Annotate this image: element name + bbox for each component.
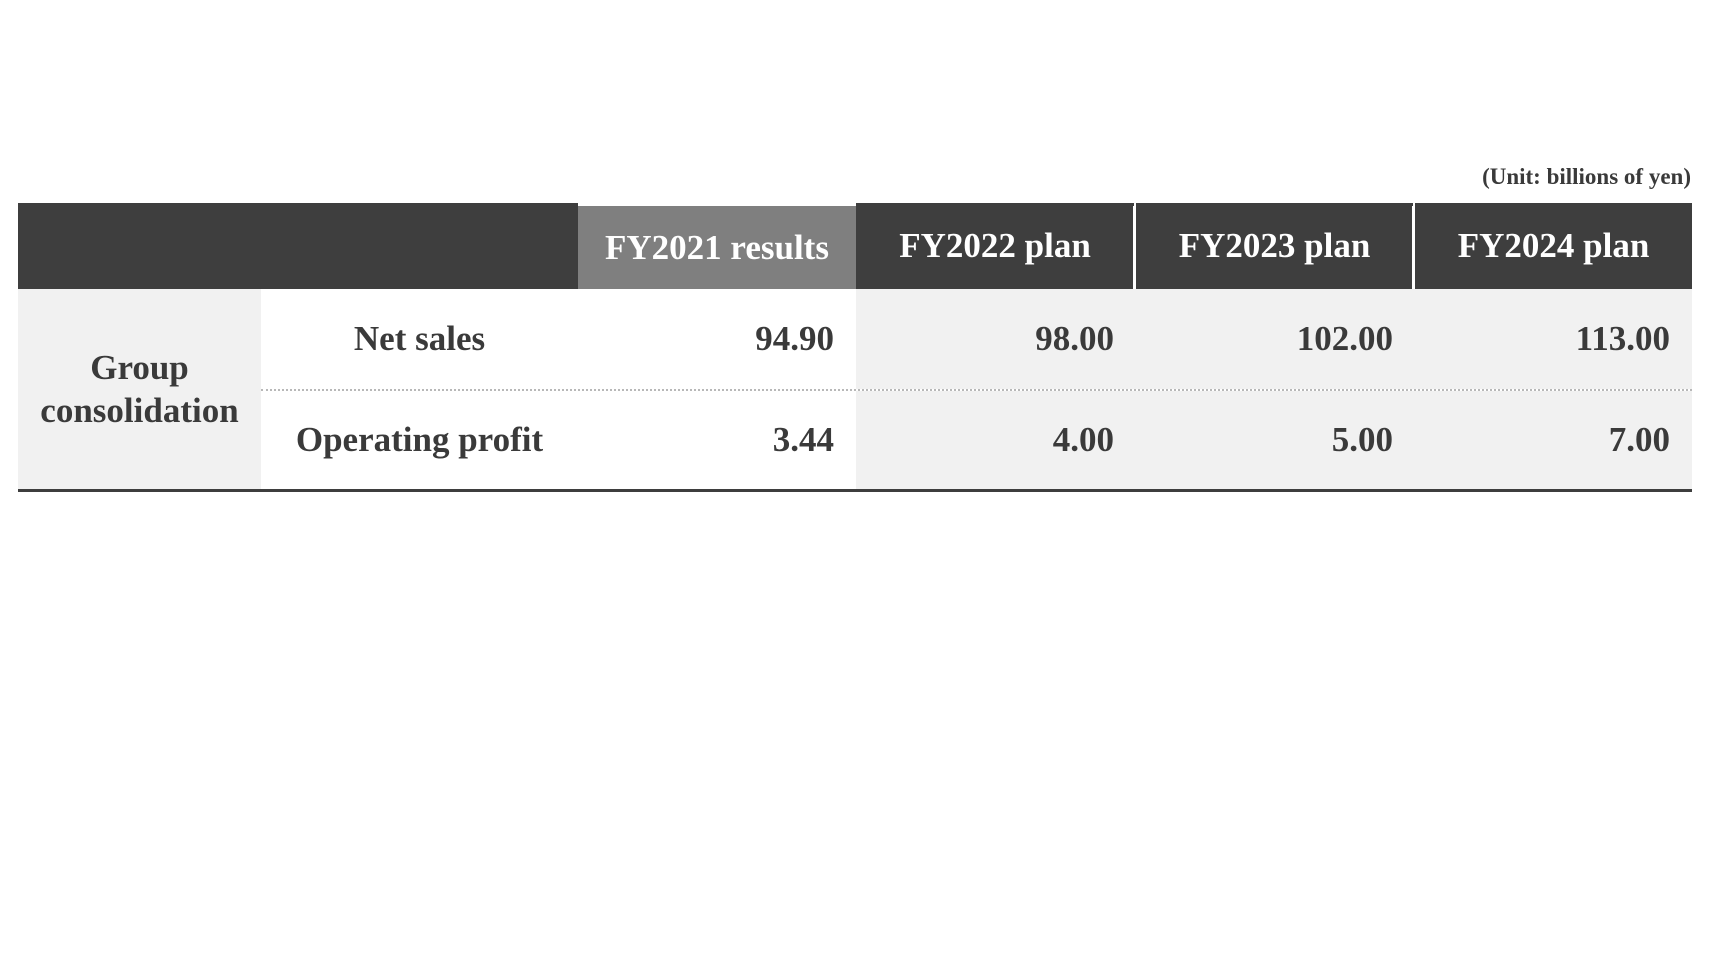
- table-cell: 3.44: [578, 391, 856, 489]
- table-bottom-border: [18, 489, 1692, 492]
- financial-plan-table: FY2021 results FY2022 plan FY2023 plan F…: [18, 203, 1692, 492]
- column-header-fy2021-results: FY2021 results: [578, 206, 856, 289]
- header-blank-cell: [18, 203, 578, 289]
- header-separator: [1412, 206, 1415, 289]
- table-cell: 4.00: [856, 391, 1136, 489]
- unit-note: (Unit: billions of yen): [1482, 164, 1691, 189]
- column-header-fy2023-plan: FY2023 plan: [1136, 203, 1413, 289]
- table-cell: 102.00: [1136, 289, 1415, 389]
- table-cell: 113.00: [1415, 289, 1692, 389]
- header-separator: [1133, 206, 1136, 289]
- table-cell: 94.90: [578, 289, 856, 389]
- column-header-fy2024-plan: FY2024 plan: [1415, 203, 1692, 289]
- row-divider: [261, 389, 1692, 391]
- table-cell: 5.00: [1136, 391, 1415, 489]
- row-label-net-sales: Net sales: [261, 289, 578, 389]
- column-header-fy2022-plan: FY2022 plan: [856, 203, 1134, 289]
- group-consolidation-label: Group consolidation: [18, 289, 261, 489]
- table-cell: 98.00: [856, 289, 1136, 389]
- table-cell: 7.00: [1415, 391, 1692, 489]
- row-label-operating-profit: Operating profit: [261, 391, 578, 489]
